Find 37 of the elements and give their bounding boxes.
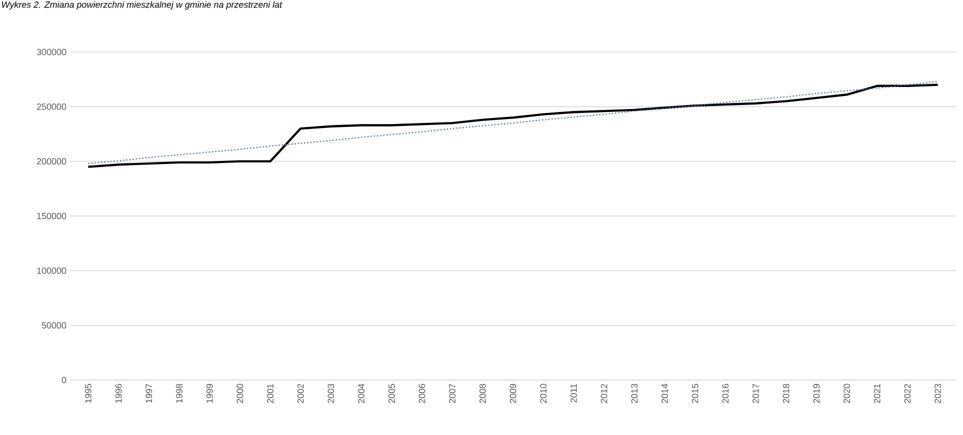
- x-tick-label: 2015: [692, 384, 698, 404]
- x-tick-label: 2001: [267, 384, 274, 404]
- x-tick-label: 1996: [115, 384, 122, 403]
- x-tick-label: 2005: [388, 384, 395, 404]
- x-tick-label: 2002: [297, 384, 304, 404]
- x-tick-label: 2021: [874, 384, 880, 404]
- x-tick-label: 2023: [934, 384, 941, 404]
- x-tick-label: 1995: [85, 384, 92, 403]
- x-tick-label: 2006: [418, 384, 426, 404]
- y-tick-label: 100000: [37, 267, 66, 274]
- y-tick-label: 50000: [42, 322, 66, 329]
- x-tick-label: 2018: [782, 384, 790, 404]
- y-tick-label: 150000: [37, 212, 66, 220]
- x-tick-label: 2012: [600, 384, 608, 404]
- x-tick-label: 2008: [479, 384, 486, 404]
- x-tick-label: 1999: [206, 384, 213, 403]
- x-tick-label: 2019: [813, 384, 820, 404]
- y-tick-label: 300000: [36, 48, 66, 56]
- x-tick-label: 2017: [752, 384, 759, 404]
- x-tick-label: 2011: [570, 384, 577, 402]
- chart-title: Wykres 2. Zmiana powierzchni mieszkalnej w gminie na przestrzeni lat: [2, 1, 282, 10]
- x-tick-label: 2009: [510, 384, 516, 404]
- y-tick-label: 250000: [37, 103, 66, 110]
- x-tick-label: 2007: [449, 384, 456, 404]
- x-tick-label: 2016: [722, 384, 729, 404]
- x-tick-label: 1998: [176, 384, 182, 403]
- x-tick-label: 2022: [904, 384, 911, 404]
- x-tick-label: 2014: [662, 384, 668, 404]
- x-tick-label: 1997: [146, 384, 152, 403]
- y-tick-label: 0: [62, 376, 66, 384]
- x-tick-label: 2010: [540, 384, 547, 404]
- y-tick-label: 200000: [37, 158, 66, 165]
- x-tick-label: 2000: [236, 384, 244, 404]
- x-tick-label: 2020: [844, 384, 850, 404]
- x-tick-label: 2004: [358, 384, 364, 404]
- x-tick-label: 2013: [631, 384, 638, 404]
- x-tick-label: 2003: [328, 384, 334, 404]
